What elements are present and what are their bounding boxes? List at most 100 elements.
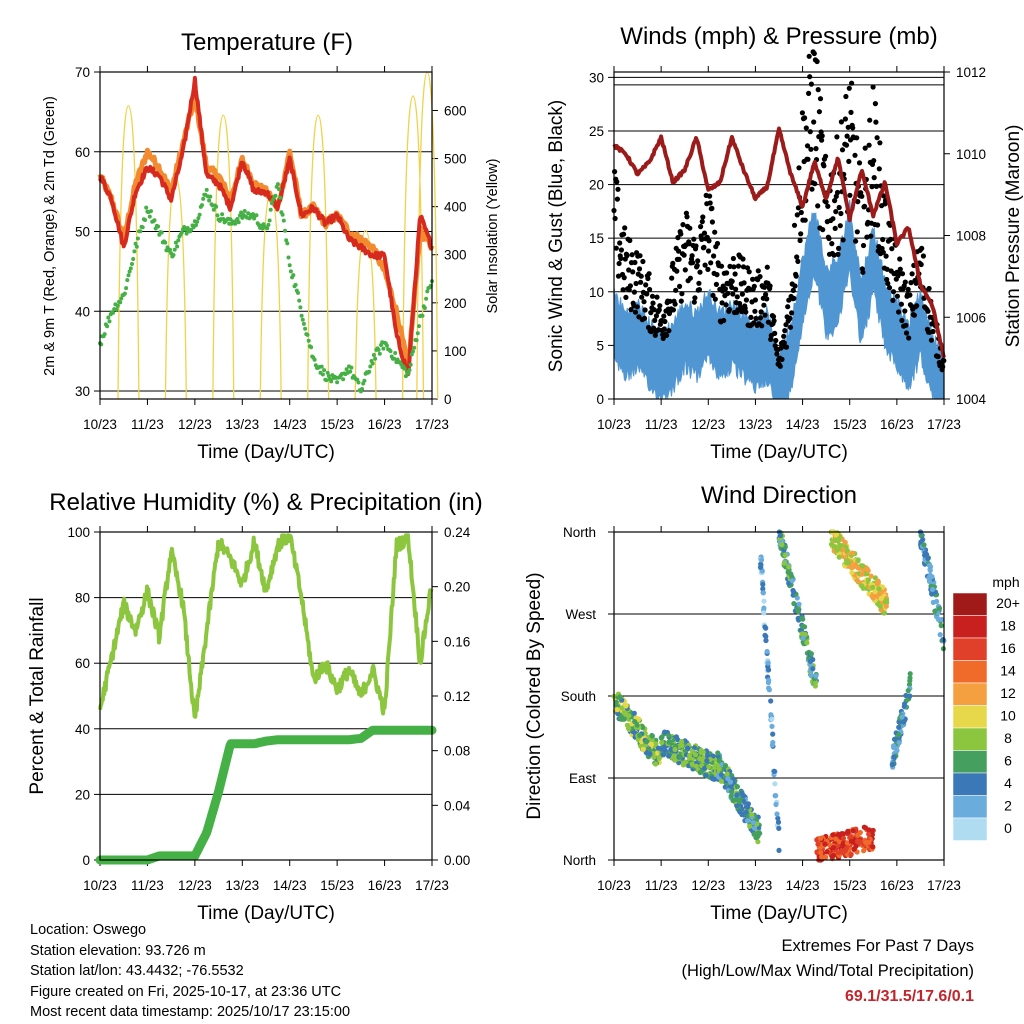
wind-direction-point bbox=[877, 603, 884, 610]
gust-point bbox=[648, 310, 654, 316]
dewpoint-point bbox=[149, 209, 153, 214]
y-tick-label: North bbox=[563, 853, 596, 868]
wind-direction-point bbox=[773, 793, 779, 799]
gust-point bbox=[885, 280, 891, 287]
y-right-tick-label: 1006 bbox=[956, 310, 986, 325]
dewpoint-point bbox=[388, 349, 393, 354]
gust-point bbox=[890, 297, 896, 303]
wind-direction-point bbox=[929, 574, 935, 580]
gust-point bbox=[670, 260, 676, 266]
colorbar-swatch bbox=[952, 660, 988, 684]
y-tick-label: 60 bbox=[75, 656, 90, 671]
gust-point bbox=[616, 260, 622, 267]
wind-direction-point bbox=[765, 679, 772, 686]
colorbar-swatch bbox=[952, 615, 988, 639]
y-tick-label: 30 bbox=[589, 70, 604, 85]
gust-point bbox=[836, 245, 842, 251]
wind-direction-point bbox=[817, 835, 824, 841]
gust-point bbox=[884, 276, 890, 283]
wind-direction-point bbox=[830, 832, 836, 838]
x-tick-label: 12/23 bbox=[178, 417, 212, 432]
gust-point bbox=[750, 276, 756, 282]
gust-point bbox=[902, 279, 908, 285]
wind-direction-point bbox=[938, 623, 944, 629]
dewpoint-point bbox=[175, 244, 180, 249]
dewpoint-point bbox=[168, 247, 172, 252]
wind-direction-point bbox=[829, 854, 835, 860]
wind-direction-point bbox=[626, 726, 632, 732]
gust-point bbox=[804, 143, 811, 149]
dewpoint-point bbox=[156, 224, 161, 229]
y-tick-label: 100 bbox=[67, 525, 90, 540]
colorbar-label: 12 bbox=[1000, 685, 1016, 701]
gust-point bbox=[864, 234, 870, 240]
gust-point bbox=[632, 309, 639, 315]
gust-point bbox=[653, 313, 660, 319]
y-right-tick-label: 400 bbox=[444, 200, 467, 215]
wind-direction-point bbox=[855, 832, 861, 838]
station-info: Location: Oswego Station elevation: 93.7… bbox=[30, 920, 350, 1023]
wind-direction-point bbox=[640, 746, 646, 753]
gust-point bbox=[631, 289, 638, 295]
wind-direction-point bbox=[615, 710, 621, 717]
wind-direction-point bbox=[666, 732, 672, 739]
gust-point bbox=[903, 322, 909, 328]
gust-point bbox=[899, 271, 906, 277]
gust-point bbox=[854, 229, 860, 235]
station-location: Location: Oswego bbox=[30, 922, 147, 938]
dewpoint-point bbox=[111, 310, 115, 315]
gust-point bbox=[796, 165, 802, 171]
gust-point bbox=[795, 258, 801, 264]
wind-direction-point bbox=[901, 703, 907, 710]
wind-direction-point bbox=[737, 809, 743, 815]
dewpoint-point bbox=[298, 305, 303, 310]
gust-point bbox=[689, 253, 695, 259]
chart-title: Winds (mph) & Pressure (mb) bbox=[620, 23, 937, 50]
x-tick-label: 15/23 bbox=[320, 878, 354, 893]
extremes-values: 69.1/31.5/17.6/0.1 bbox=[845, 988, 974, 1005]
gust-point bbox=[817, 96, 824, 102]
wind-direction-point bbox=[855, 558, 861, 564]
gust-point bbox=[842, 116, 849, 122]
dewpoint-point bbox=[287, 263, 292, 268]
wind-direction-point bbox=[718, 772, 725, 778]
colorbar-swatch bbox=[952, 637, 988, 661]
gust-point bbox=[860, 242, 867, 249]
wind-direction-point bbox=[896, 740, 902, 746]
wind-direction-point bbox=[810, 666, 816, 672]
gust-point bbox=[670, 307, 677, 313]
gust-point bbox=[623, 294, 629, 300]
gust-point bbox=[740, 264, 747, 270]
dewpoint-point bbox=[412, 345, 417, 350]
gust-point bbox=[835, 251, 841, 257]
wind-direction-point bbox=[755, 839, 761, 845]
gust-point bbox=[687, 275, 694, 281]
gust-point bbox=[867, 117, 873, 123]
gust-point bbox=[782, 328, 788, 334]
dewpoint-point bbox=[204, 187, 209, 192]
gust-point bbox=[699, 236, 705, 242]
wind-direction-point bbox=[865, 577, 872, 583]
y-right-axis-label: Station Pressure (Maroon) bbox=[1003, 125, 1024, 348]
wind-direction-point bbox=[679, 738, 685, 745]
wind-direction-point bbox=[743, 809, 749, 815]
gust-point bbox=[741, 280, 747, 286]
gust-point bbox=[650, 300, 656, 306]
wind-direction-point bbox=[779, 542, 785, 548]
gust-point bbox=[627, 283, 634, 289]
wind-direction-point bbox=[725, 776, 731, 782]
gust-point bbox=[687, 225, 693, 231]
wind-direction-point bbox=[706, 764, 712, 770]
x-tick-label: 16/23 bbox=[880, 878, 914, 893]
wind-direction-point bbox=[850, 828, 856, 834]
y-right-tick-label: 1008 bbox=[956, 229, 986, 244]
gust-point bbox=[798, 209, 804, 216]
gust-point bbox=[632, 259, 638, 266]
dewpoint-point bbox=[268, 207, 273, 212]
wind-direction-point bbox=[813, 673, 819, 679]
wind-direction-point bbox=[769, 723, 775, 730]
wind-direction-point bbox=[774, 811, 780, 817]
dewpoint-point bbox=[179, 230, 184, 235]
gust-point bbox=[792, 283, 798, 289]
